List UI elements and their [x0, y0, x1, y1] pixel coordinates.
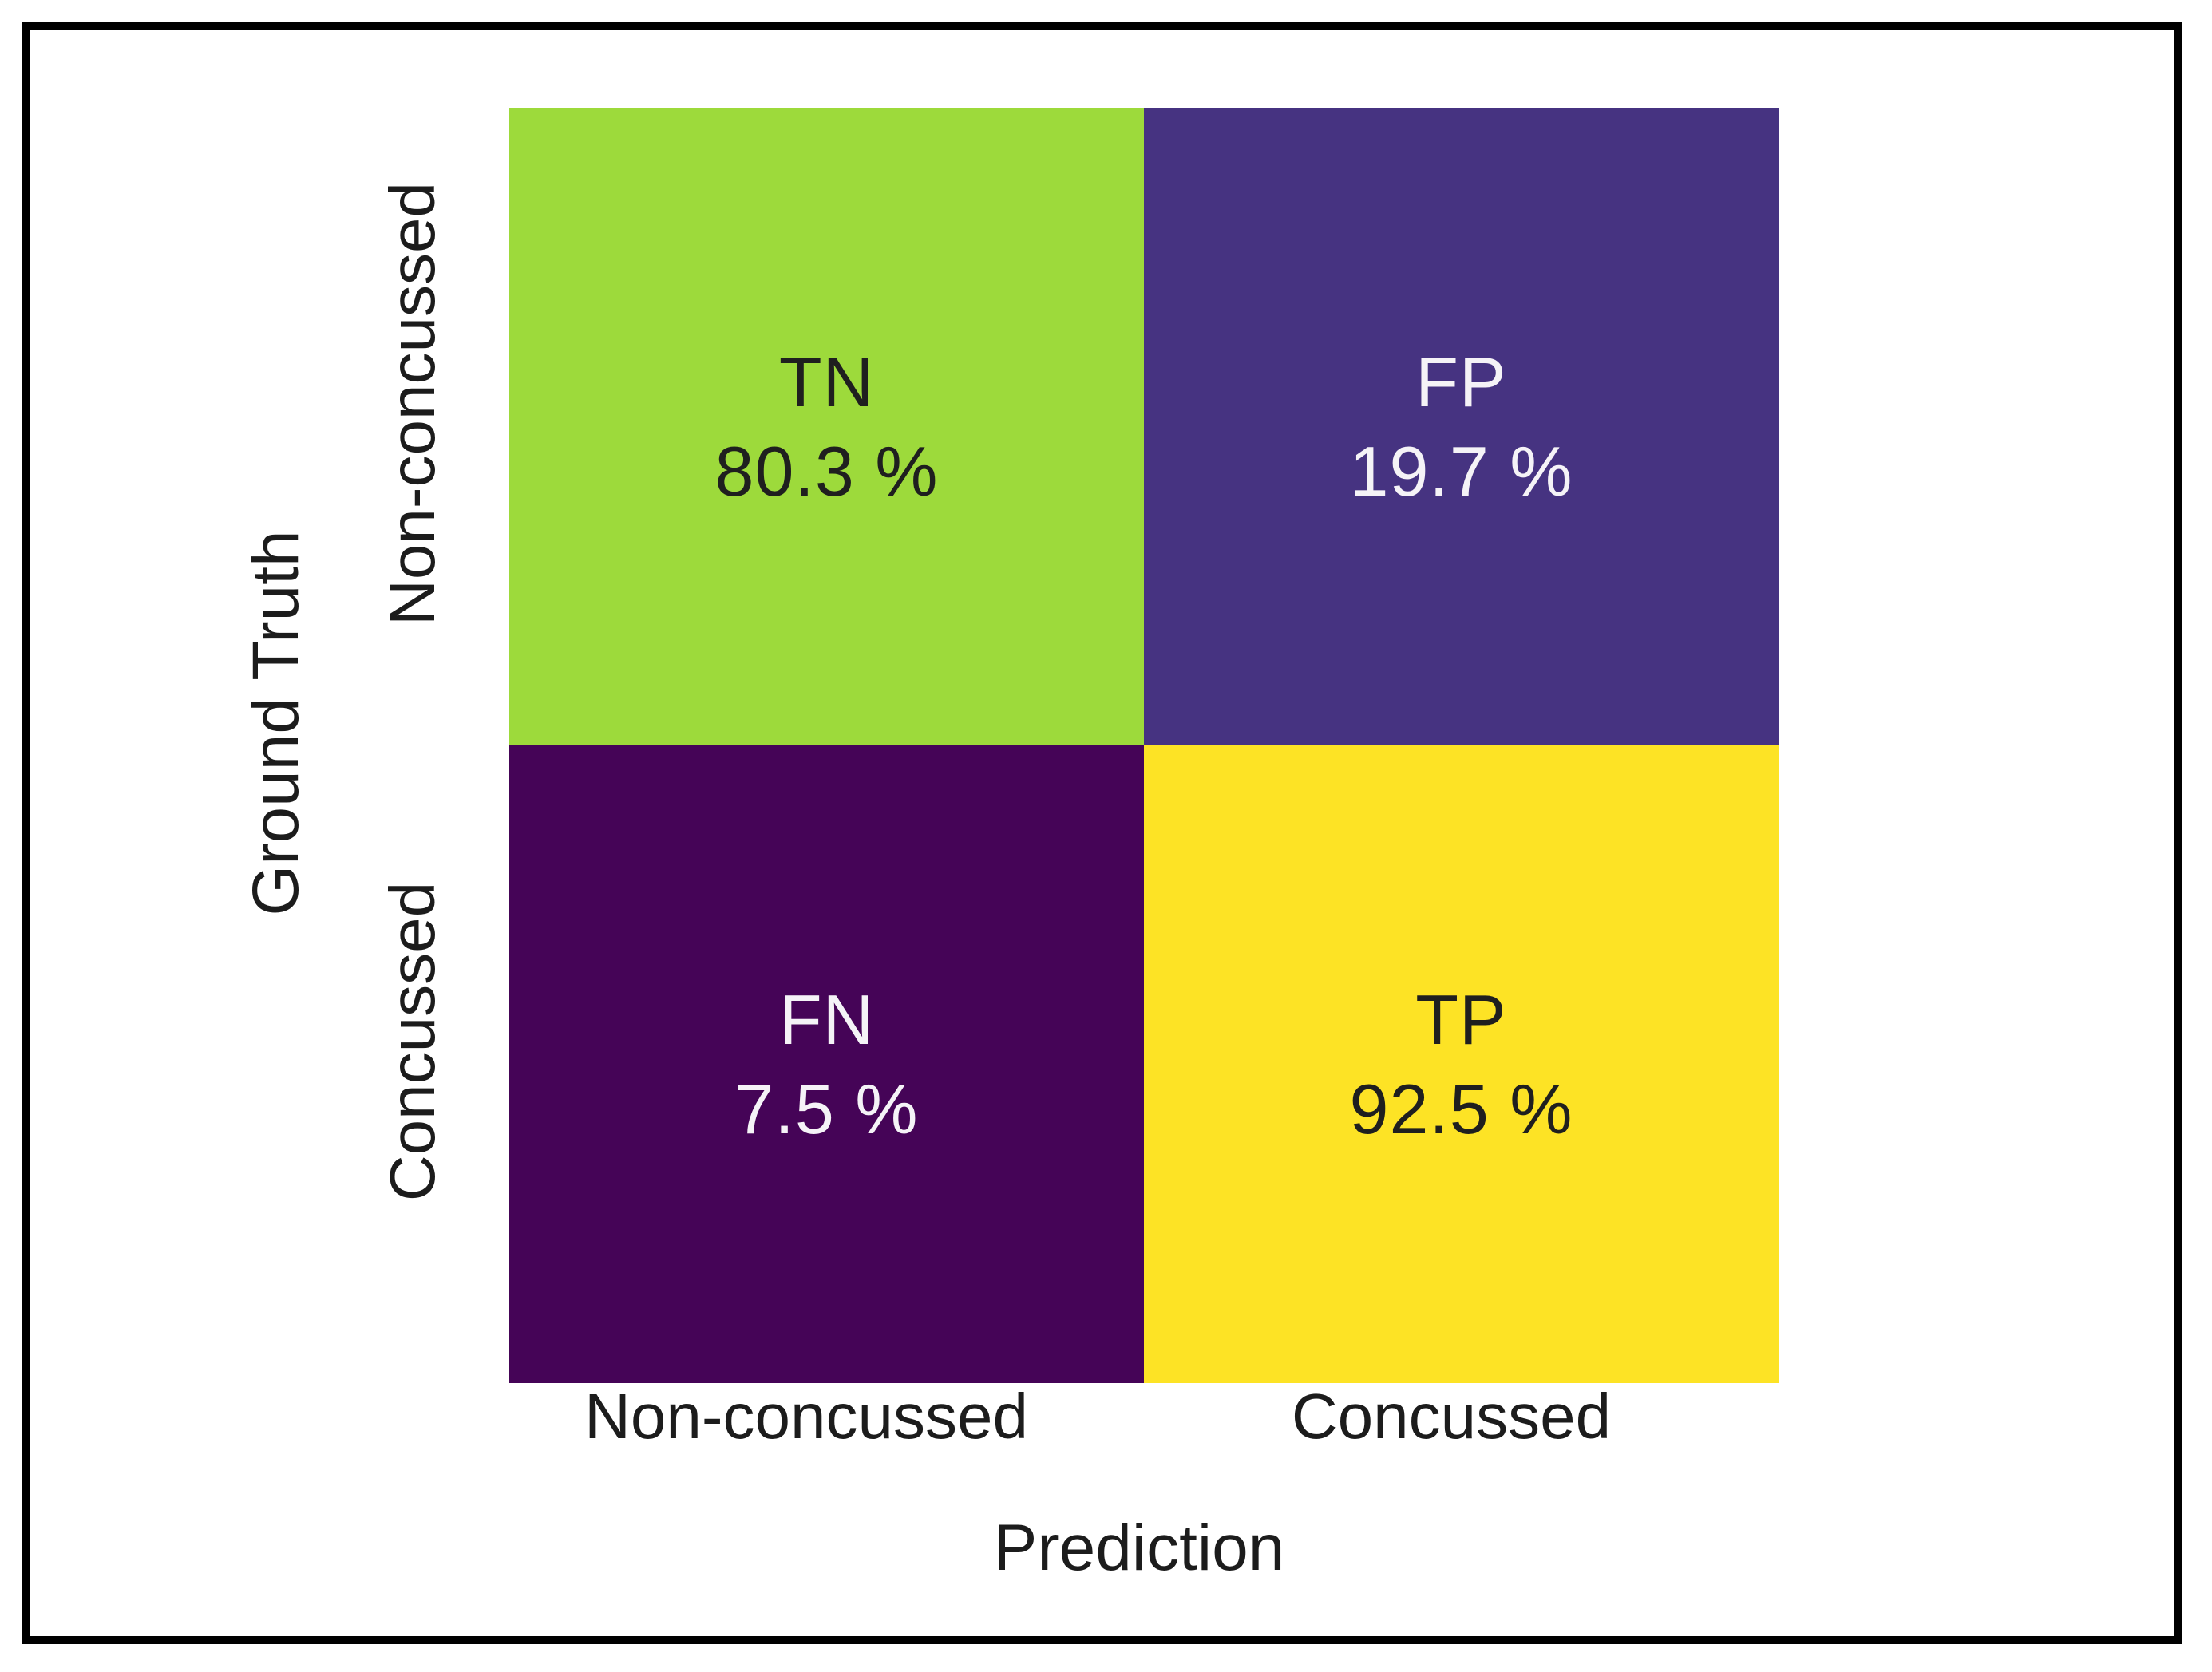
cell-true-negative: TN 80.3 % [509, 108, 1144, 745]
cell-true-positive: TP 92.5 % [1144, 745, 1779, 1383]
cell-value: 80.3 % [714, 431, 939, 511]
cell-value: 92.5 % [1349, 1069, 1573, 1148]
cell-value: 19.7 % [1349, 431, 1573, 511]
cell-label: FN [778, 979, 875, 1059]
x-axis-title: Prediction [993, 1512, 1285, 1584]
cell-label: TN [778, 342, 875, 421]
y-axis-title: Ground Truth [239, 530, 312, 916]
cell-false-negative: FN 7.5 % [509, 745, 1144, 1383]
figure-border-frame: TN 80.3 % FP 19.7 % FN 7.5 % TP 92.5 % G… [22, 22, 2182, 1644]
cell-label: FP [1415, 342, 1507, 421]
cell-value: 7.5 % [734, 1069, 919, 1148]
confusion-matrix-grid: TN 80.3 % FP 19.7 % FN 7.5 % TP 92.5 % [509, 108, 1779, 1383]
cell-label: TP [1415, 979, 1507, 1059]
x-tick-concussed: Concussed [1291, 1381, 1612, 1452]
x-tick-non-concussed: Non-concussed [584, 1381, 1028, 1452]
y-tick-non-concussed: Non-concussed [377, 182, 448, 626]
y-tick-concussed: Concussed [377, 881, 448, 1202]
cell-false-positive: FP 19.7 % [1144, 108, 1779, 745]
